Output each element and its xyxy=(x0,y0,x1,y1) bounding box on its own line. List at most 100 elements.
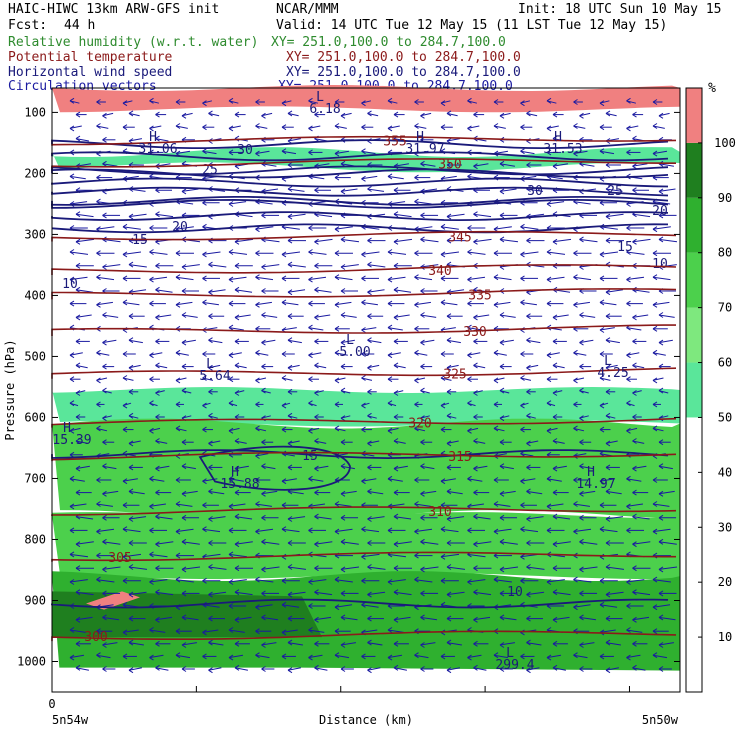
circulation-vector xyxy=(75,616,93,621)
vector-arrowhead xyxy=(334,604,340,611)
circulation-vector xyxy=(420,163,436,167)
vector-arrowhead xyxy=(499,538,505,545)
vector-arrowhead xyxy=(626,400,631,407)
vector-arrowhead xyxy=(102,136,107,143)
circulation-vector xyxy=(334,579,353,583)
vector-arrowhead xyxy=(340,666,346,672)
vector-arrowhead xyxy=(552,616,558,623)
circulation-vector xyxy=(499,465,514,470)
circulation-vector xyxy=(340,314,357,318)
vector-arrowhead xyxy=(334,274,340,281)
circulation-vector xyxy=(420,616,438,621)
vector-arrowhead xyxy=(605,667,611,674)
vector-arrowhead xyxy=(334,377,340,384)
circulation-vector xyxy=(499,188,517,192)
vector-arrowhead xyxy=(202,148,207,155)
circulation-vector xyxy=(181,490,198,495)
circulation-vector xyxy=(208,566,227,570)
circulation-vector xyxy=(361,327,377,331)
vector-arrowhead xyxy=(128,388,134,395)
circulation-vector xyxy=(579,314,596,318)
vector-arrowhead xyxy=(155,616,160,623)
vector-arrowhead xyxy=(546,149,552,156)
circulation-vector xyxy=(181,314,198,318)
vector-arrowhead xyxy=(499,614,505,621)
vector-arrowhead xyxy=(499,415,505,422)
circulation-vector xyxy=(361,301,378,306)
extremum-type: H xyxy=(554,130,562,145)
circulation-vector xyxy=(446,213,465,218)
theta-contour-label: 305 xyxy=(108,551,131,566)
vector-arrowhead xyxy=(546,201,552,207)
circulation-vector xyxy=(420,566,439,570)
vector-arrowhead xyxy=(340,614,346,621)
vector-arrowhead xyxy=(287,667,293,674)
vector-arrowhead xyxy=(69,551,75,558)
circulation-vector xyxy=(387,654,403,659)
vector-arrowhead xyxy=(181,363,187,370)
circulation-vector xyxy=(208,339,223,344)
vector-arrowhead xyxy=(658,188,664,195)
y-tick-label: 400 xyxy=(24,288,46,302)
circulation-vector xyxy=(75,289,94,293)
circulation-vector xyxy=(440,226,459,230)
vector-arrowhead xyxy=(75,640,81,647)
circulation-vector xyxy=(626,276,645,281)
circulation-vector xyxy=(175,276,194,281)
circulation-vector xyxy=(155,616,173,621)
vector-arrowhead xyxy=(393,314,399,321)
circulation-vector xyxy=(314,440,327,444)
org-label: NCAR/MMM xyxy=(276,2,339,17)
vector-arrowhead xyxy=(175,552,181,559)
circulation-vector xyxy=(420,339,435,344)
vector-arrowhead xyxy=(367,412,372,419)
vector-arrowhead xyxy=(287,213,293,220)
vector-arrowhead xyxy=(122,553,128,560)
vector-arrowhead xyxy=(287,110,293,117)
vector-arrowhead xyxy=(652,301,658,308)
circulation-vector xyxy=(499,238,519,243)
vector-arrowhead xyxy=(314,262,319,269)
field-theta-xy: XY= 251.0,100.0 to 284.7,100.0 xyxy=(286,50,521,65)
vector-arrowhead xyxy=(473,414,478,420)
vector-arrowhead xyxy=(281,526,287,533)
circulation-vector xyxy=(387,251,407,255)
circulation-vector xyxy=(202,150,217,155)
circulation-vector xyxy=(96,377,108,381)
vector-arrowhead xyxy=(605,440,611,447)
circulation-vector xyxy=(361,629,378,633)
vector-arrowhead xyxy=(208,337,213,344)
circulation-vector xyxy=(493,125,506,129)
circulation-vector xyxy=(69,654,85,659)
circulation-vector xyxy=(334,352,348,356)
vector-arrowhead xyxy=(446,388,452,395)
vector-arrowhead xyxy=(420,614,425,621)
vector-arrowhead xyxy=(281,275,287,282)
vector-arrowhead xyxy=(552,640,558,647)
circulation-vector xyxy=(652,352,666,356)
init-time: Init: 18 UTC Sun 10 May 15 xyxy=(518,2,722,17)
vector-arrowhead xyxy=(393,664,399,671)
vector-arrowhead xyxy=(387,400,393,407)
vector-arrowhead xyxy=(361,402,366,409)
circulation-vector xyxy=(499,490,516,495)
vector-arrowhead xyxy=(393,489,399,496)
circulation-vector xyxy=(281,251,301,255)
circulation-vector xyxy=(340,339,355,344)
circulation-vector xyxy=(261,112,273,117)
vector-arrowhead xyxy=(652,477,658,483)
vector-arrowhead xyxy=(261,566,266,573)
x-origin-label: 0 xyxy=(48,697,55,711)
vector-arrowhead xyxy=(228,427,234,434)
vector-arrowhead xyxy=(314,338,319,345)
circulation-vector xyxy=(149,553,168,558)
theta-contour-label: 340 xyxy=(428,264,451,279)
vector-arrowhead xyxy=(499,363,505,370)
y-tick-label: 600 xyxy=(24,410,46,424)
vector-arrowhead xyxy=(287,464,293,471)
circulation-vector xyxy=(122,478,138,482)
vector-arrowhead xyxy=(181,312,187,318)
vector-arrowhead xyxy=(202,124,207,131)
vector-arrowhead xyxy=(605,213,611,220)
